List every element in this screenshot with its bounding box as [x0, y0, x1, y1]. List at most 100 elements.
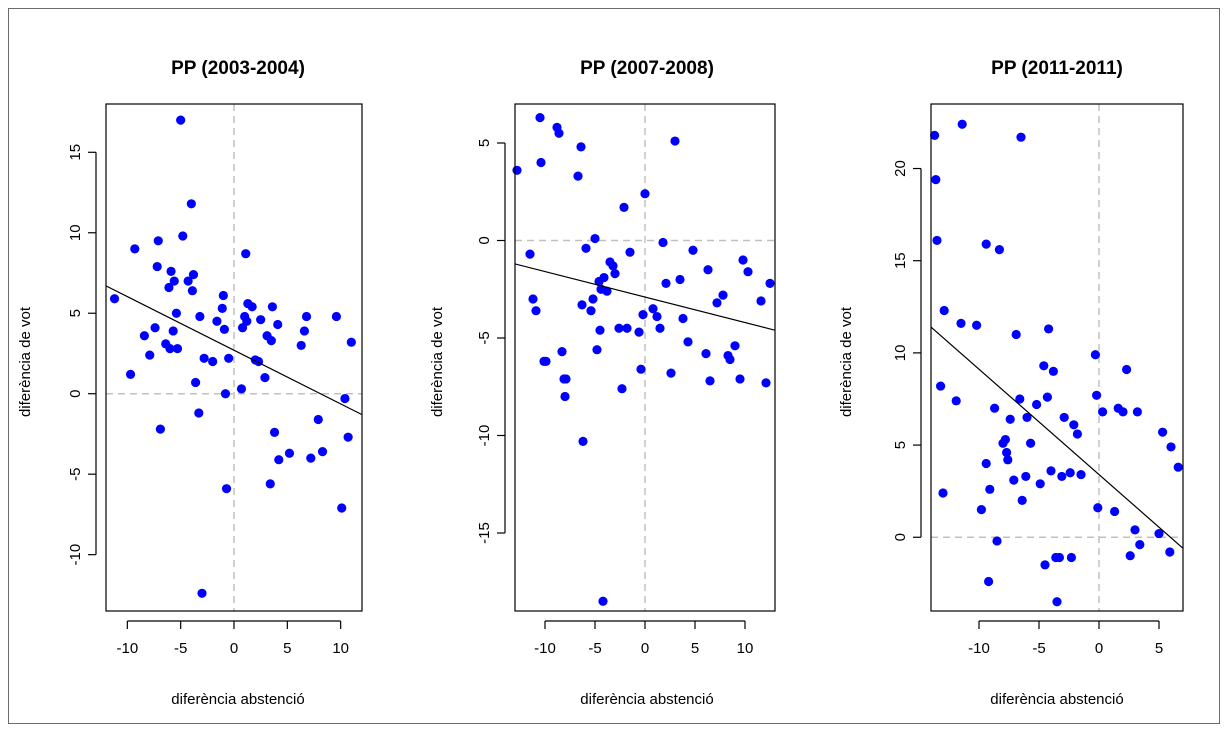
data-point — [535, 113, 545, 123]
plot-frame — [8, 8, 1220, 724]
data-point — [622, 323, 632, 333]
plot-box — [105, 103, 363, 612]
data-point — [188, 270, 199, 280]
data-point — [994, 245, 1005, 255]
data-point — [598, 596, 608, 606]
data-point — [577, 300, 587, 310]
panel-3-title: PP (2011-2011) — [991, 58, 1123, 79]
data-point — [1154, 528, 1164, 539]
data-point — [218, 290, 228, 301]
data-point — [166, 266, 176, 276]
data-point — [1165, 547, 1175, 557]
data-point — [531, 306, 541, 316]
y-tick-label: 15 — [892, 252, 909, 269]
data-point — [936, 381, 946, 391]
data-point — [1044, 324, 1054, 334]
data-point — [560, 391, 570, 402]
data-point — [701, 349, 711, 359]
data-point — [976, 505, 987, 515]
y-tick-label: 0 — [892, 533, 909, 541]
data-point — [145, 350, 155, 360]
data-point — [712, 298, 722, 308]
data-point — [139, 331, 149, 341]
data-point — [284, 448, 295, 458]
data-point — [984, 576, 994, 587]
data-point — [256, 315, 266, 325]
data-point — [930, 130, 940, 140]
data-point — [274, 455, 284, 465]
plot-box — [930, 103, 1184, 612]
panel-2: PP (2007-2008) diferència de vot diferèn… — [429, 58, 776, 708]
data-point — [296, 340, 306, 351]
data-point — [599, 272, 609, 283]
data-point — [990, 403, 1000, 413]
data-point — [1040, 560, 1050, 570]
data-point — [1110, 506, 1120, 517]
panel-1-ylabel: diferència de vot — [17, 306, 34, 417]
data-point — [956, 318, 966, 328]
panel-1: PP (2003-2004) diferència de vot diferèn… — [17, 58, 363, 708]
x-tick-label: -10 — [116, 640, 138, 657]
data-point — [1093, 503, 1103, 513]
x-tick-label: 0 — [641, 640, 649, 657]
data-point — [221, 484, 232, 494]
data-point — [541, 356, 551, 366]
data-point — [340, 393, 350, 404]
data-point — [1026, 438, 1036, 448]
data-point — [236, 384, 247, 394]
y-tick-label: 10 — [892, 345, 909, 362]
data-point — [191, 377, 201, 388]
x-tick-label: -5 — [588, 640, 601, 657]
data-point — [153, 236, 163, 246]
data-point — [578, 436, 588, 446]
data-point — [688, 245, 698, 255]
data-point — [576, 142, 586, 152]
data-point — [595, 325, 605, 335]
data-point — [1132, 407, 1142, 417]
data-point — [1090, 350, 1100, 360]
data-point — [1048, 366, 1058, 376]
data-point — [1016, 132, 1026, 142]
data-point — [171, 308, 181, 318]
data-point — [670, 136, 680, 146]
data-point — [313, 414, 323, 425]
data-point — [176, 115, 186, 125]
x-tick-label: -5 — [1032, 640, 1045, 657]
panel-3-xlabel: diferència abstenció — [990, 691, 1123, 708]
panel-1-title: PP (2003-2004) — [171, 58, 305, 79]
data-point — [266, 336, 276, 346]
y-tick-label: 0 — [67, 390, 84, 398]
data-point — [1035, 479, 1045, 489]
data-point — [528, 294, 538, 304]
data-point — [1054, 552, 1064, 563]
data-point — [705, 376, 715, 386]
panel-2-ylabel: diferència de vot — [429, 306, 446, 417]
data-point — [1098, 407, 1108, 417]
data-point — [125, 369, 136, 379]
data-point — [743, 267, 753, 277]
data-point — [187, 286, 197, 296]
data-point — [557, 347, 567, 357]
data-point — [678, 313, 688, 324]
x-tick-label: 5 — [283, 640, 291, 657]
data-point — [634, 327, 644, 337]
panel-3: PP (2011-2011) diferència de vot diferèn… — [838, 58, 1184, 708]
data-point — [1021, 471, 1031, 482]
data-point — [172, 344, 183, 354]
x-tick-label: -5 — [174, 640, 187, 657]
data-point — [554, 128, 564, 138]
data-point — [619, 202, 629, 212]
data-point — [178, 231, 188, 241]
x-tick-label: -10 — [968, 640, 990, 657]
data-point — [625, 247, 635, 257]
data-point — [939, 305, 949, 316]
data-point — [331, 311, 341, 322]
data-point — [756, 296, 766, 306]
data-point — [614, 323, 624, 333]
regression-line — [106, 285, 362, 416]
data-point — [317, 447, 328, 457]
data-point — [648, 304, 658, 314]
data-point — [299, 326, 309, 336]
y-tick-label: 5 — [67, 309, 84, 317]
data-point — [602, 286, 612, 296]
